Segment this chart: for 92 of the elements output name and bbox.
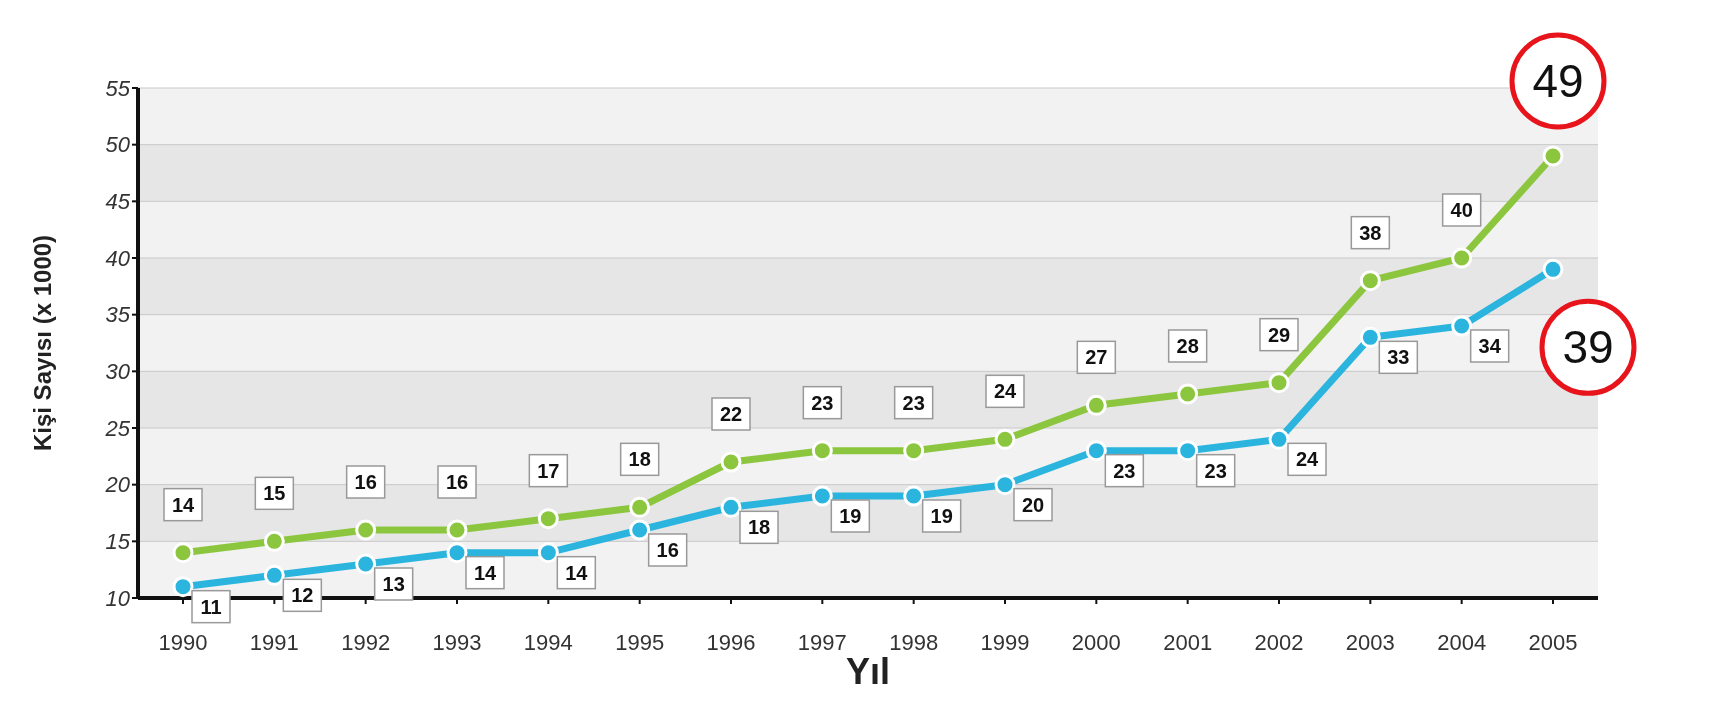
- data-label: 33: [1387, 346, 1410, 369]
- data-label: 15: [263, 482, 286, 505]
- point: [1085, 440, 1107, 462]
- data-label: 19: [930, 505, 953, 527]
- data-label: 20: [1021, 493, 1045, 516]
- x-tick-label: 2001: [1163, 629, 1213, 655]
- x-tick-label: 1990: [158, 629, 208, 655]
- x-tick-label: 1995: [615, 629, 665, 655]
- y-axis-title: Kişi Sayısı (x 1000): [28, 234, 56, 452]
- point: [263, 564, 285, 586]
- data-label: 11: [200, 595, 222, 618]
- data-label: 24: [993, 380, 1017, 403]
- y-tick-label: 10: [105, 585, 131, 611]
- data-label: 39: [1562, 321, 1614, 374]
- x-tick-label: 2002: [1254, 629, 1304, 655]
- data-label: 16: [445, 471, 469, 493]
- x-tick-label: 1994: [523, 629, 573, 655]
- data-label: 27: [1085, 346, 1108, 369]
- data-label: 16: [354, 471, 377, 493]
- point: [994, 474, 1016, 496]
- point: [355, 553, 377, 575]
- y-tick-label: 15: [105, 529, 131, 555]
- y-tick-label: 25: [104, 415, 131, 441]
- point: [1085, 394, 1107, 416]
- point: [629, 519, 651, 541]
- point: [537, 508, 559, 530]
- point: [355, 519, 377, 541]
- x-tick-label: 2003: [1345, 629, 1395, 655]
- point: [903, 440, 925, 462]
- point: [1268, 428, 1290, 450]
- data-label: 13: [382, 573, 405, 595]
- x-tick-label: 1998: [889, 629, 939, 655]
- point: [172, 542, 194, 564]
- x-tick-label: 2004: [1437, 629, 1487, 655]
- data-label: 18: [628, 448, 651, 471]
- point: [446, 519, 468, 541]
- data-label: 24: [1295, 448, 1319, 471]
- point: [1359, 270, 1381, 292]
- point: [1542, 258, 1564, 280]
- data-label: 14: [171, 493, 195, 516]
- point: [1268, 372, 1290, 394]
- point: [720, 451, 742, 473]
- x-tick-label: 2000: [1071, 629, 1121, 655]
- y-tick-label: 20: [104, 472, 131, 498]
- y-tick-label: 35: [105, 302, 131, 328]
- point: [903, 485, 925, 507]
- data-label: 14: [473, 561, 497, 584]
- data-label: 23: [902, 391, 925, 414]
- point: [811, 440, 833, 462]
- y-tick-label: 55: [105, 75, 131, 101]
- point: [1451, 247, 1473, 269]
- x-tick-label: 1992: [341, 629, 391, 655]
- data-label: 34: [1478, 335, 1502, 357]
- point: [1359, 326, 1381, 348]
- y-tick-label: 30: [105, 359, 131, 385]
- data-label: 29: [1267, 323, 1291, 346]
- data-label: 19: [839, 505, 862, 527]
- y-tick-label: 50: [105, 132, 131, 158]
- data-label: 49: [1532, 55, 1584, 107]
- x-tick-label: 1993: [432, 629, 482, 655]
- x-tick-label: 2005: [1528, 629, 1578, 655]
- point: [1177, 440, 1199, 462]
- x-tick-label: 1999: [980, 629, 1030, 655]
- data-label: 18: [747, 516, 771, 539]
- point: [1451, 315, 1473, 337]
- point: [537, 542, 559, 564]
- x-axis-title: Yıl: [845, 651, 891, 692]
- y-tick-label: 45: [105, 189, 131, 215]
- x-tick-label: 1997: [797, 629, 847, 655]
- data-label: 38: [1359, 221, 1382, 244]
- point: [720, 496, 742, 518]
- point: [994, 428, 1016, 450]
- point: [172, 576, 194, 598]
- point: [1542, 145, 1564, 167]
- x-tick-label: 1996: [706, 629, 756, 655]
- data-label: 14: [565, 561, 589, 584]
- point: [263, 530, 285, 552]
- data-label: 28: [1176, 335, 1199, 357]
- data-label: 12: [291, 584, 314, 607]
- point: [1177, 383, 1199, 405]
- data-label: 23: [1113, 459, 1136, 482]
- y-tick-label: 40: [105, 245, 131, 271]
- data-label: 40: [1450, 199, 1473, 221]
- data-label: 23: [1204, 459, 1227, 482]
- data-label: 23: [811, 391, 834, 414]
- point: [811, 485, 833, 507]
- point: [446, 542, 468, 564]
- data-label: 17: [537, 459, 560, 482]
- data-label: 16: [656, 539, 679, 561]
- point: [629, 496, 651, 518]
- x-tick-label: 1991: [249, 629, 299, 655]
- data-label: 22: [719, 403, 743, 425]
